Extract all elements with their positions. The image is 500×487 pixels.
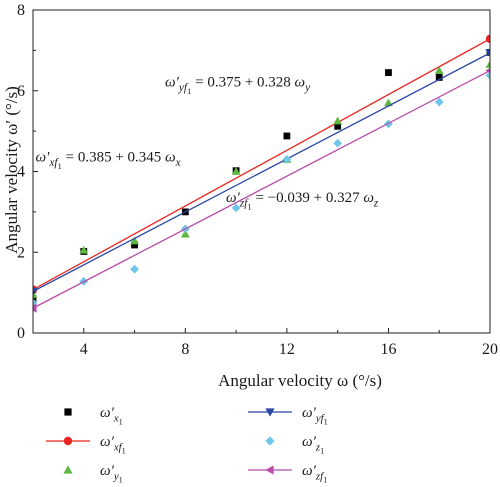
legend-entry: ω′xf1 [46,434,126,456]
data-point [333,116,343,125]
legend-entry: ω′x1 [64,405,123,427]
data-point [130,236,139,245]
x-tick-label: 12 [279,341,295,358]
x-tick-label: 4 [80,341,88,358]
fit-line-end-marker [485,67,490,74]
legend-marker [63,465,73,474]
plot-area [33,34,490,313]
x-tick-label: 20 [482,341,498,358]
legend: ω′x1 ω′xf1 ω′y1 ω′yf1 ω′z1 ω′zf1 [46,405,328,485]
legend-label: ω′x1 [100,405,123,427]
data-point [33,295,37,303]
legend-marker [64,408,72,416]
x-tick-label: 8 [181,341,189,358]
data-point [231,203,241,213]
y-tick-label: 6 [17,83,25,100]
x-axis-label: Angular velocity ω (°/s) [218,371,382,390]
data-point [485,71,490,80]
x-tick-label: 16 [380,341,396,358]
series-3 [33,49,490,296]
regression-equation-1: ω′yf1 = 0.375 + 0.328 ωy [165,75,310,97]
data-point [180,229,190,238]
data-point [131,241,138,249]
y-axis-label: Angular velocity ω′ (°/s) [2,86,21,254]
legend-marker [265,408,275,417]
y-tick-label: 2 [17,244,25,261]
fit-line [33,52,490,292]
legend-marker [265,436,275,446]
data-point [434,97,444,107]
data-point [33,298,38,308]
y-tick-label: 0 [17,325,25,342]
legend-marker [265,465,274,475]
data-point [434,66,444,74]
data-point [333,138,343,148]
y-tick-label: 4 [17,164,25,181]
legend-entry: ω′z1 [265,434,324,456]
data-point [435,74,443,81]
data-point [79,245,89,254]
data-point [231,167,241,175]
fit-line-end-marker [485,34,490,44]
legend-label: ω′y1 [100,463,123,485]
fit-line-start-marker [33,303,37,313]
axes: 4 8 12 16 20 0 2 4 6 8 [17,2,498,358]
regression-equation-3: ω′zf1 = −0.039 + 0.327 ωz [226,190,379,212]
annotations: ω′yf1 = 0.375 + 0.328 ωy ω′xf1 = 0.385 + … [36,75,379,212]
fit-line [33,38,490,291]
legend-entry: ω′zf1 [248,463,327,485]
legend-label: ω′zf1 [302,463,327,485]
fit-line [33,69,490,309]
data-point [282,154,292,164]
legend-label: ω′yf1 [302,405,328,427]
legend-entry: ω′yf1 [248,405,328,427]
data-point [130,264,139,274]
legend-label: ω′z1 [302,434,324,456]
fit-line-start-marker [33,287,38,296]
data-point [385,69,392,76]
legend-label: ω′xf1 [100,434,126,456]
legend-marker [63,436,73,446]
series-5 [33,67,490,313]
regression-equation-2: ω′xf1 = 0.385 + 0.345 ωx [36,149,181,171]
legend-entry: ω′y1 [63,463,123,485]
fit-line-end-marker [485,49,490,58]
series-2 [33,60,490,299]
y-tick-label: 8 [17,2,25,19]
data-point [334,122,342,130]
data-point [283,132,291,140]
data-point [485,60,490,68]
